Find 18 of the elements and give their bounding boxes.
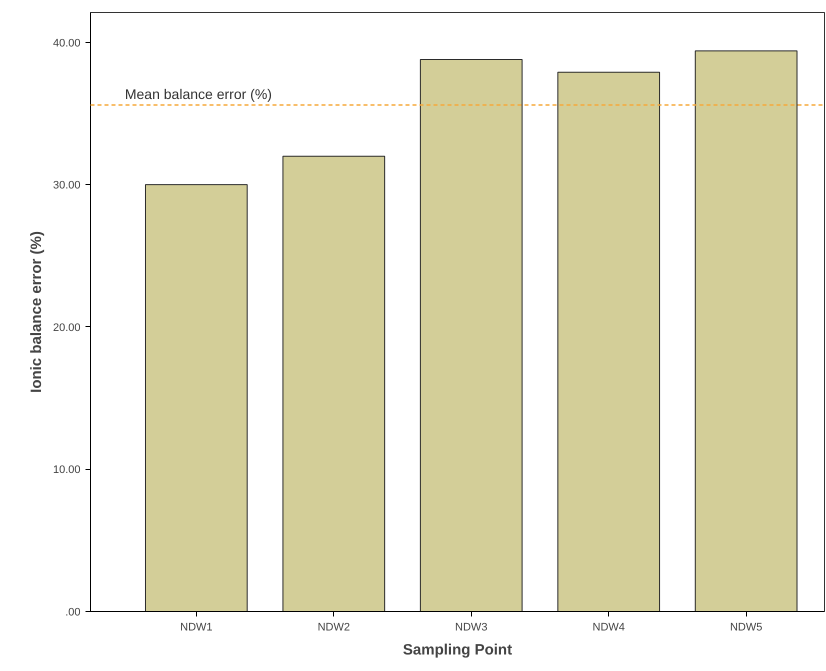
x-tick-label: NDW2 — [318, 622, 350, 634]
bar — [144, 184, 248, 612]
y-tick-label: 30.00 — [52, 180, 81, 192]
x-tick-label: NDW4 — [592, 622, 625, 634]
x-tick-label: NDW3 — [455, 622, 488, 634]
y-tick-label: 10.00 — [52, 464, 81, 476]
y-tick-label: 20.00 — [52, 322, 81, 334]
y-tick-label: .00 — [65, 606, 81, 618]
bar — [557, 72, 660, 612]
x-tick-label: NDW1 — [180, 622, 213, 634]
y-tick-label: 40.00 — [52, 37, 81, 50]
ref-line-label: Mean balance error (%) — [124, 86, 272, 102]
bar — [694, 50, 798, 612]
bar — [420, 58, 523, 612]
y-axis-title: Ionic balance error (%) — [28, 231, 45, 393]
x-tick-label: NDW5 — [730, 622, 762, 634]
x-axis-title: Sampling Point — [402, 642, 512, 658]
bar — [282, 156, 386, 612]
